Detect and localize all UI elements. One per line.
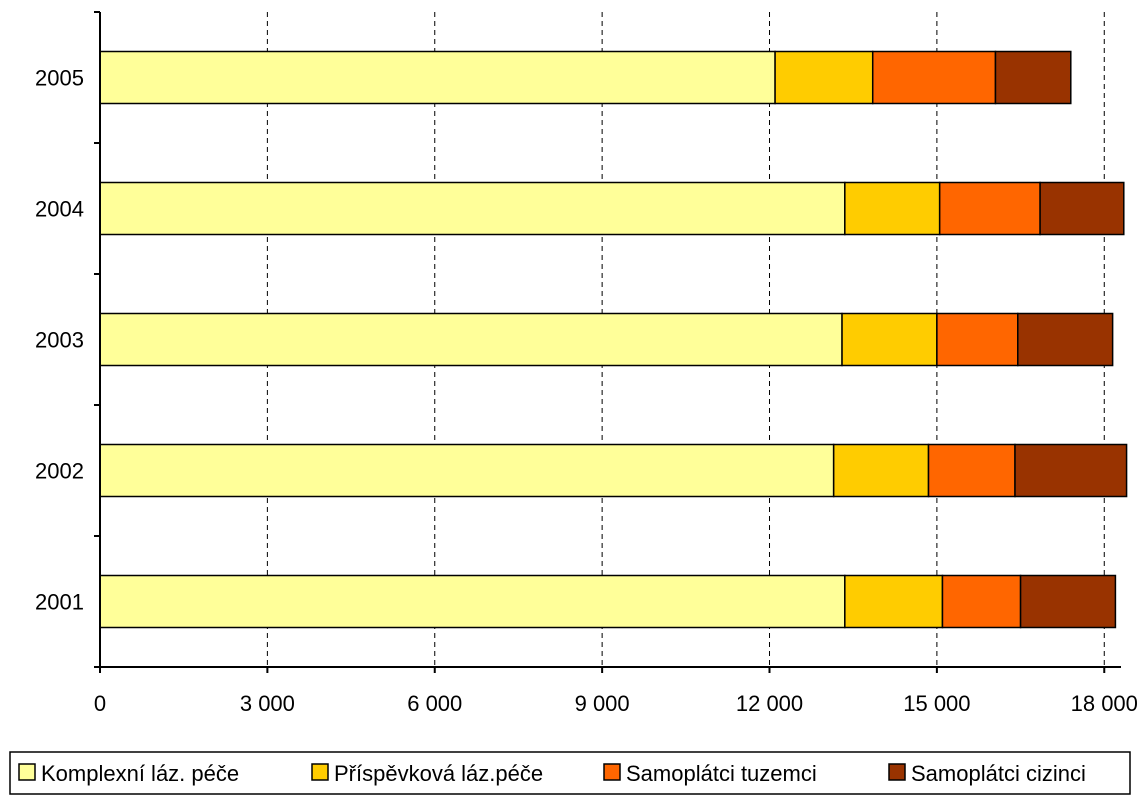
bar-2003-series-3 xyxy=(1017,312,1114,367)
bar-2005-series-2 xyxy=(871,50,997,105)
bar-2003-series-1 xyxy=(841,312,938,367)
legend-swatch-1 xyxy=(311,763,329,781)
bar-2005-series-1 xyxy=(774,50,874,105)
y-tick-label-2003: 2003 xyxy=(35,328,84,353)
legend-label-3: Samoplátci cizinci xyxy=(911,761,1086,786)
bar-2001-series-0 xyxy=(99,574,846,629)
y-tick-label-2005: 2005 xyxy=(35,66,84,91)
bar-2005-series-0 xyxy=(99,50,776,105)
bar-2002-series-3 xyxy=(1014,443,1128,498)
x-tick-label-1: 3 000 xyxy=(240,691,295,716)
bar-2004-series-2 xyxy=(938,181,1041,236)
legend-label-2: Samoplátci tuzemci xyxy=(626,761,817,786)
x-tick-label-3: 9 000 xyxy=(575,691,630,716)
y-tick-label-2001: 2001 xyxy=(35,590,84,615)
legend-swatch-3 xyxy=(888,763,906,781)
x-tick-label-0: 0 xyxy=(94,691,106,716)
bar-2002-series-2 xyxy=(927,443,1016,498)
legend-label-1: Příspěvková láz.péče xyxy=(334,761,543,786)
bar-2003-series-0 xyxy=(99,312,843,367)
y-tick-label-2004: 2004 xyxy=(35,197,84,222)
bar-2005-series-3 xyxy=(994,50,1072,105)
x-tick-label-4: 12 000 xyxy=(736,691,803,716)
legend-box xyxy=(9,751,1131,795)
bar-2004-series-3 xyxy=(1039,181,1125,236)
bar-2001-series-2 xyxy=(941,574,1022,629)
bar-2002-series-1 xyxy=(832,443,930,498)
legend-swatch-0 xyxy=(18,763,36,781)
bar-2001-series-1 xyxy=(844,574,944,629)
y-tick-label-2002: 2002 xyxy=(35,459,84,484)
x-tick-label-2: 6 000 xyxy=(407,691,462,716)
legend-swatch-2 xyxy=(603,763,621,781)
x-tick-label-5: 15 000 xyxy=(903,691,970,716)
bar-2004-series-1 xyxy=(844,181,941,236)
bar-2002-series-0 xyxy=(99,443,835,498)
bar-2001-series-3 xyxy=(1019,574,1117,629)
bar-2003-series-2 xyxy=(936,312,1019,367)
bar-2004-series-0 xyxy=(99,181,846,236)
x-tick-label-6: 18 000 xyxy=(1071,691,1138,716)
legend-label-0: Komplexní láz. péče xyxy=(41,761,239,786)
